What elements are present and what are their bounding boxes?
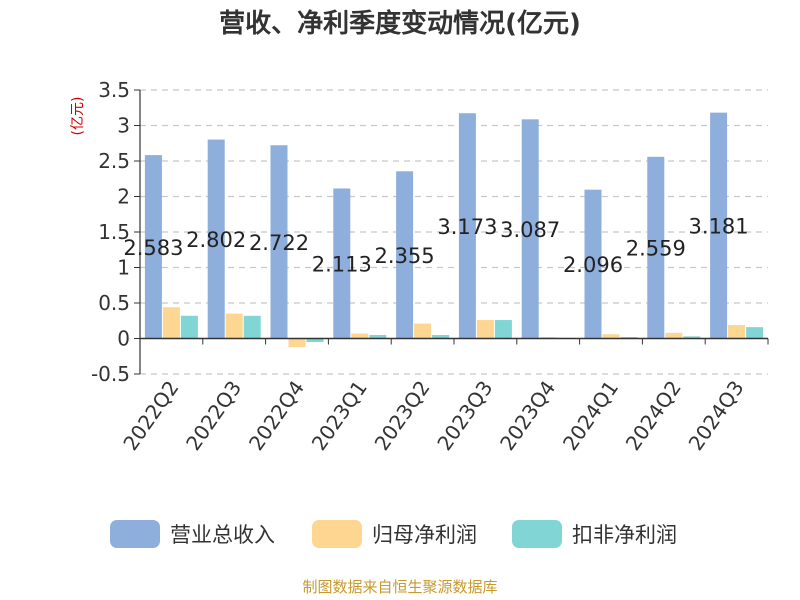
legend-swatch-1[interactable]	[110, 520, 160, 548]
source-note: 制图数据来自恒生聚源数据库	[302, 578, 497, 596]
bar-2024Q2-series-2	[665, 332, 683, 339]
bar-2023Q3-series-1	[458, 113, 476, 339]
data-label: 2.583	[123, 236, 183, 260]
legend[interactable]: 营业总收入 归母净利润 扣非净利润	[110, 520, 677, 548]
bar-2022Q3-series-3	[243, 315, 261, 339]
bar-2024Q1-series-2	[602, 334, 620, 339]
y-tick-label: 1	[117, 256, 130, 280]
y-tick-label: 2.5	[98, 149, 130, 173]
bar-2024Q2-series-1	[647, 156, 665, 339]
chart-title: 营收、净利季度变动情况(亿元)	[219, 8, 581, 39]
x-tick-label: 2023Q4	[495, 376, 560, 455]
bar-2022Q4-series-1	[270, 145, 288, 339]
y-tick-label: 3	[117, 114, 130, 138]
y-axis-ticks: -0.5 0 0.5 1 1.5 2 2.5 3 3.5	[91, 78, 140, 386]
x-tick-label: 2023Q3	[432, 376, 497, 455]
data-label: 2.559	[626, 237, 686, 261]
bar-2022Q2-series-2	[162, 307, 180, 339]
legend-label-2[interactable]: 归母净利润	[372, 523, 477, 547]
bar-2023Q1-series-2	[351, 333, 369, 339]
x-tick-label: 2023Q2	[370, 376, 435, 455]
x-tick-label: 2022Q2	[118, 376, 183, 455]
bar-2024Q1-series-1	[584, 189, 602, 339]
y-tick-label: 3.5	[98, 78, 130, 102]
data-label: 3.181	[689, 215, 749, 239]
data-label: 2.096	[563, 253, 623, 277]
bar-2023Q3-series-2	[476, 320, 494, 339]
bar-2023Q1-series-1	[333, 188, 351, 339]
data-label: 2.802	[186, 228, 246, 252]
bar-2022Q3-series-2	[225, 313, 243, 339]
x-tick-label: 2022Q3	[181, 376, 246, 455]
x-tick-label: 2024Q1	[558, 376, 623, 455]
bar-2022Q4-series-2	[288, 338, 306, 348]
bar-2024Q2-series-3	[683, 336, 701, 339]
data-label: 2.113	[312, 252, 372, 276]
y-tick-label: -0.5	[91, 362, 130, 386]
y-axis-unit: (亿元)	[70, 97, 86, 136]
gridlines	[140, 89, 768, 375]
bar-2023Q2-series-2	[414, 323, 432, 339]
bar-2023Q2-series-1	[396, 171, 414, 339]
data-label: 2.355	[375, 244, 435, 268]
data-label: 2.722	[249, 231, 309, 255]
bar-2022Q3-series-1	[207, 139, 225, 339]
x-tick-label: 2024Q3	[684, 376, 749, 455]
legend-swatch-3[interactable]	[512, 520, 562, 548]
legend-label-3[interactable]: 扣非净利润	[572, 523, 677, 547]
x-tick-label: 2024Q2	[621, 376, 686, 455]
legend-swatch-2[interactable]	[312, 520, 362, 548]
bar-2024Q3-series-2	[728, 325, 746, 339]
bars	[144, 112, 764, 348]
y-tick-label: 2	[117, 185, 130, 209]
y-tick-label: 0	[117, 327, 130, 351]
bar-2024Q3-series-1	[710, 112, 728, 339]
bar-2022Q2-series-1	[144, 155, 162, 339]
bar-2023Q4-series-1	[521, 119, 539, 339]
x-axis-ticks: 2022Q22022Q32022Q42023Q12023Q22023Q32023…	[118, 338, 769, 455]
y-tick-label: 0.5	[98, 291, 130, 315]
y-tick-label: 1.5	[98, 220, 130, 244]
x-tick-label: 2023Q1	[307, 376, 372, 455]
bar-2024Q3-series-3	[746, 327, 764, 339]
x-tick-label: 2022Q4	[244, 376, 309, 455]
data-label: 3.087	[500, 218, 560, 242]
bar-2022Q4-series-3	[306, 338, 324, 343]
data-label: 3.173	[437, 215, 497, 239]
bar-2022Q2-series-3	[180, 315, 198, 339]
legend-label-1[interactable]: 营业总收入	[170, 523, 275, 547]
bar-2023Q2-series-3	[432, 334, 450, 339]
bar-2023Q1-series-3	[369, 334, 387, 339]
bar-2023Q3-series-3	[494, 320, 512, 339]
